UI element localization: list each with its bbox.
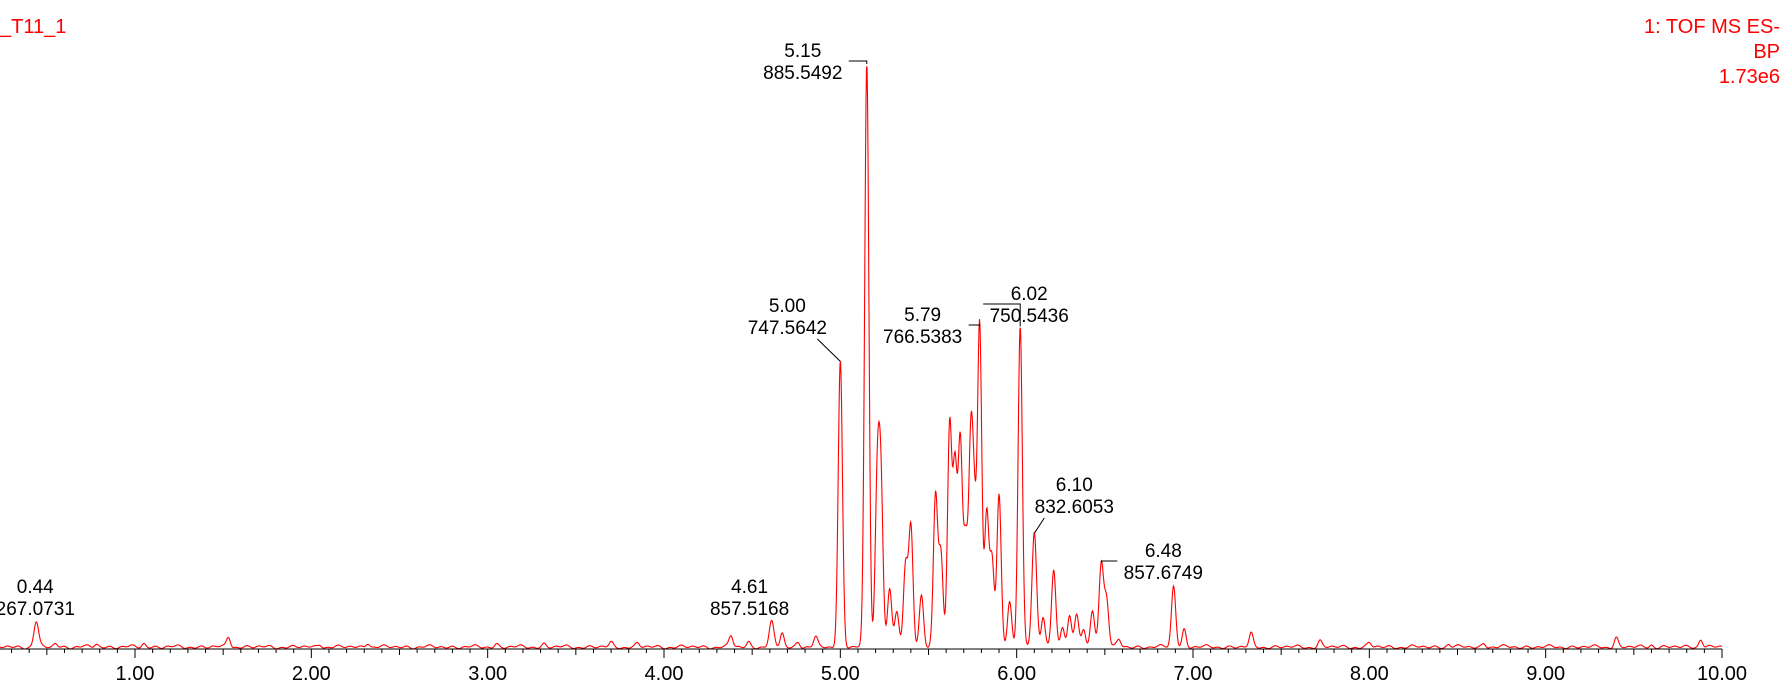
intensity-label: 1.73e6 <box>1719 66 1780 88</box>
x-tick-label: 2.00 <box>292 663 331 684</box>
sample-name-label: _T11_1 <box>0 16 66 38</box>
x-axis: 1.00 2.00 3.00 4.00 5.00 6.00 7.00 8.00 9.00 10.0… <box>0 648 1747 684</box>
peak-label-rt: 6.48 <box>1145 541 1182 562</box>
chromatogram-trace <box>0 66 1723 650</box>
peak-label-mz: 857.5168 <box>710 599 789 620</box>
peak-label-connector <box>1100 560 1118 563</box>
x-tick-label: 5.00 <box>821 663 860 684</box>
peak-label-connector <box>1033 517 1045 534</box>
peak-label-mz: 832.6053 <box>1035 497 1114 518</box>
peak-label-connector <box>848 60 868 64</box>
peak-label-rt: 5.00 <box>769 296 806 317</box>
peak-label-rt: 5.15 <box>784 41 821 62</box>
x-tick-label: 9.00 <box>1526 663 1565 684</box>
peak-label-mz: 857.6749 <box>1124 563 1203 584</box>
peak-label-mz: 747.5642 <box>748 318 827 339</box>
x-tick-label: 4.00 <box>645 663 684 684</box>
mode-label: BP <box>1753 41 1780 63</box>
x-tick-label: 3.00 <box>468 663 507 684</box>
x-tick-label: 1.00 <box>116 663 155 684</box>
peak-label-rt: 4.61 <box>731 577 768 598</box>
peak-label-rt: 5.79 <box>904 305 941 326</box>
x-tick-label: 8.00 <box>1350 663 1389 684</box>
peak-label-mz: 267.0731 <box>0 599 75 620</box>
peak-label-connector <box>983 303 1021 327</box>
peak-label-rt: 6.02 <box>1011 284 1048 305</box>
x-tick-label: 7.00 <box>1174 663 1213 684</box>
peak-label-mz: 766.5383 <box>883 327 962 348</box>
peak-label-mz: 885.5492 <box>763 63 842 84</box>
x-tick-label: 10.00 <box>1697 663 1747 684</box>
detector-label: 1: TOF MS ES- <box>1644 16 1780 38</box>
peak-label-connector <box>968 324 981 327</box>
peak-label-connector <box>816 338 841 362</box>
peak-label-rt: 6.10 <box>1056 475 1093 496</box>
x-tick-label: 6.00 <box>997 663 1036 684</box>
peak-label-rt: 0.44 <box>17 577 54 598</box>
peak-label-mz: 750.5436 <box>990 306 1069 327</box>
